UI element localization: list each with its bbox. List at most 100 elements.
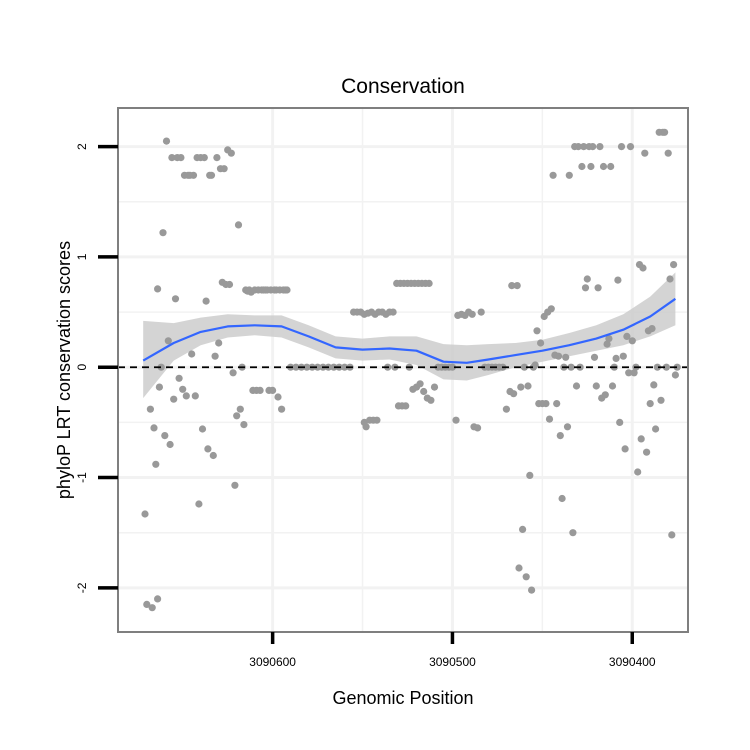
data-point	[159, 229, 167, 237]
y-axis-title: phyloP LRT conservation scores	[54, 241, 74, 499]
data-point	[166, 440, 174, 449]
data-point	[152, 460, 160, 468]
data-point	[168, 154, 176, 162]
data-point	[191, 392, 199, 400]
data-point	[477, 308, 485, 316]
data-point	[556, 432, 564, 440]
data-point	[522, 573, 530, 581]
data-point	[583, 275, 591, 283]
data-point	[211, 352, 219, 360]
data-point	[509, 390, 518, 398]
data-point	[209, 451, 217, 460]
data-point	[605, 335, 613, 343]
data-point	[188, 350, 196, 358]
data-point	[554, 352, 563, 360]
data-point	[553, 400, 561, 408]
y-tick-label: 0	[75, 364, 89, 371]
data-point	[157, 363, 165, 371]
data-point	[607, 162, 615, 171]
data-point	[526, 471, 534, 479]
data-point	[171, 295, 180, 303]
x-tick-label: 3090600	[249, 655, 296, 669]
data-point	[154, 285, 162, 293]
data-point	[537, 339, 545, 347]
data-point	[148, 604, 156, 612]
data-point	[402, 402, 410, 410]
data-point	[617, 143, 626, 151]
data-point	[508, 282, 516, 290]
data-point	[427, 396, 435, 404]
data-point	[256, 386, 264, 394]
data-point	[182, 392, 190, 400]
data-point	[425, 279, 433, 287]
x-axis-title: Genomic Position	[332, 688, 473, 708]
data-point	[603, 340, 611, 348]
data-point	[170, 395, 178, 403]
data-point	[202, 297, 210, 305]
data-point	[623, 332, 631, 340]
confidence-band	[143, 272, 676, 399]
y-axis-ticks: -2 -1 0 1 2	[75, 143, 118, 593]
data-point	[330, 363, 338, 371]
data-point	[599, 162, 608, 171]
data-point	[643, 448, 651, 456]
data-point	[274, 393, 282, 401]
data-point	[207, 171, 216, 179]
data-point	[601, 391, 609, 399]
data-point	[531, 361, 539, 369]
data-point	[474, 424, 482, 432]
data-point	[639, 264, 647, 272]
data-point	[452, 416, 460, 424]
data-point	[549, 171, 557, 179]
data-point	[164, 337, 172, 345]
data-point	[565, 171, 573, 179]
data-point	[448, 363, 456, 371]
data-point	[520, 363, 529, 371]
data-point	[161, 432, 169, 440]
data-point	[150, 424, 158, 432]
data-point	[175, 374, 183, 382]
data-point	[650, 381, 658, 389]
data-point	[558, 494, 566, 503]
x-tick-label: 3090400	[609, 655, 656, 669]
data-point	[524, 382, 532, 390]
data-point	[628, 337, 636, 345]
data-point	[154, 595, 162, 603]
data-point	[668, 531, 676, 539]
data-point	[146, 405, 154, 413]
x-tick-label: 3090500	[429, 655, 476, 669]
data-point	[673, 363, 681, 371]
data-point	[637, 435, 645, 443]
data-point	[592, 382, 600, 390]
smooth-line	[142, 297, 677, 364]
data-point	[179, 385, 187, 393]
data-point	[662, 363, 671, 371]
data-point	[517, 383, 525, 391]
data-point	[198, 425, 207, 433]
data-point	[303, 363, 311, 371]
data-point	[314, 363, 322, 371]
smooth-curve-group	[142, 297, 677, 364]
data-point	[468, 310, 476, 318]
y-tick-label: 1	[75, 253, 89, 260]
data-point	[292, 363, 300, 371]
data-point	[612, 354, 620, 362]
data-point	[574, 143, 582, 151]
data-point	[362, 423, 370, 431]
data-point	[563, 423, 572, 431]
data-point	[641, 149, 649, 157]
data-point	[567, 363, 575, 371]
data-point	[545, 415, 554, 423]
data-point	[670, 261, 678, 269]
data-point	[420, 387, 428, 396]
data-point	[177, 154, 185, 162]
data-point	[646, 400, 654, 408]
data-point	[653, 363, 662, 371]
data-point	[283, 286, 291, 294]
data-point	[143, 600, 151, 609]
data-point	[596, 143, 604, 151]
data-points	[141, 128, 681, 612]
data-point	[162, 137, 171, 145]
data-point	[581, 284, 590, 292]
